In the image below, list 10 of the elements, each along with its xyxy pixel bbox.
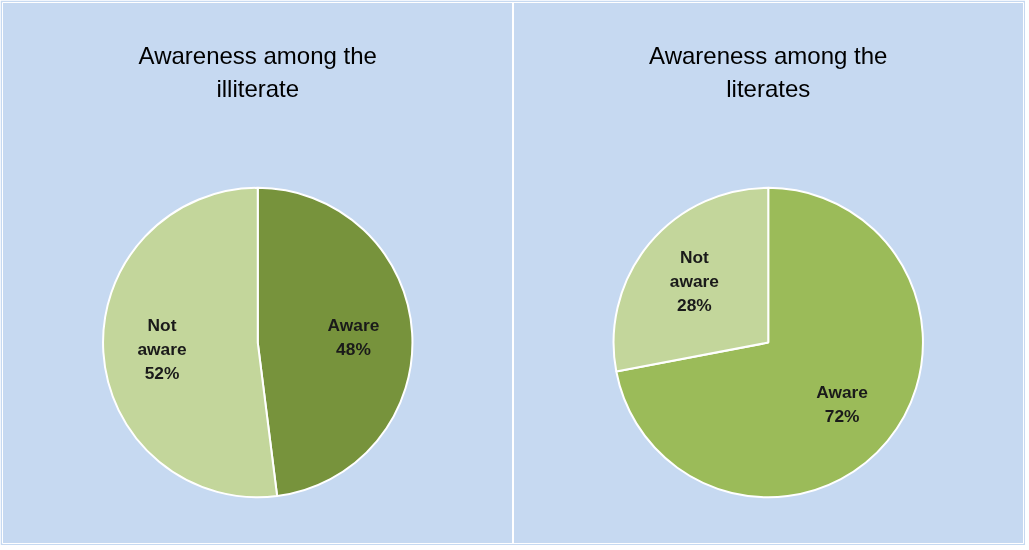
data-label: 72% <box>824 405 860 426</box>
chart-title: Awareness among the illiterate <box>138 42 377 102</box>
chart-title: Awareness among the literates <box>649 42 888 102</box>
data-label: 28% <box>677 295 712 316</box>
slice-label: Not aware <box>669 247 720 292</box>
slice-label: Aware <box>327 314 380 335</box>
slice-label: Not aware <box>137 314 187 359</box>
data-label: 52% <box>144 362 180 383</box>
data-label: 48% <box>336 338 371 359</box>
slice-label: Aware <box>816 381 869 402</box>
